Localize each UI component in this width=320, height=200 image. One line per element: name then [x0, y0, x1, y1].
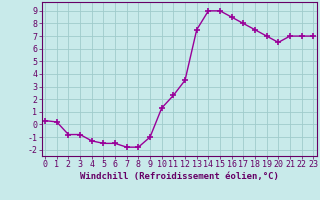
X-axis label: Windchill (Refroidissement éolien,°C): Windchill (Refroidissement éolien,°C) — [80, 172, 279, 181]
